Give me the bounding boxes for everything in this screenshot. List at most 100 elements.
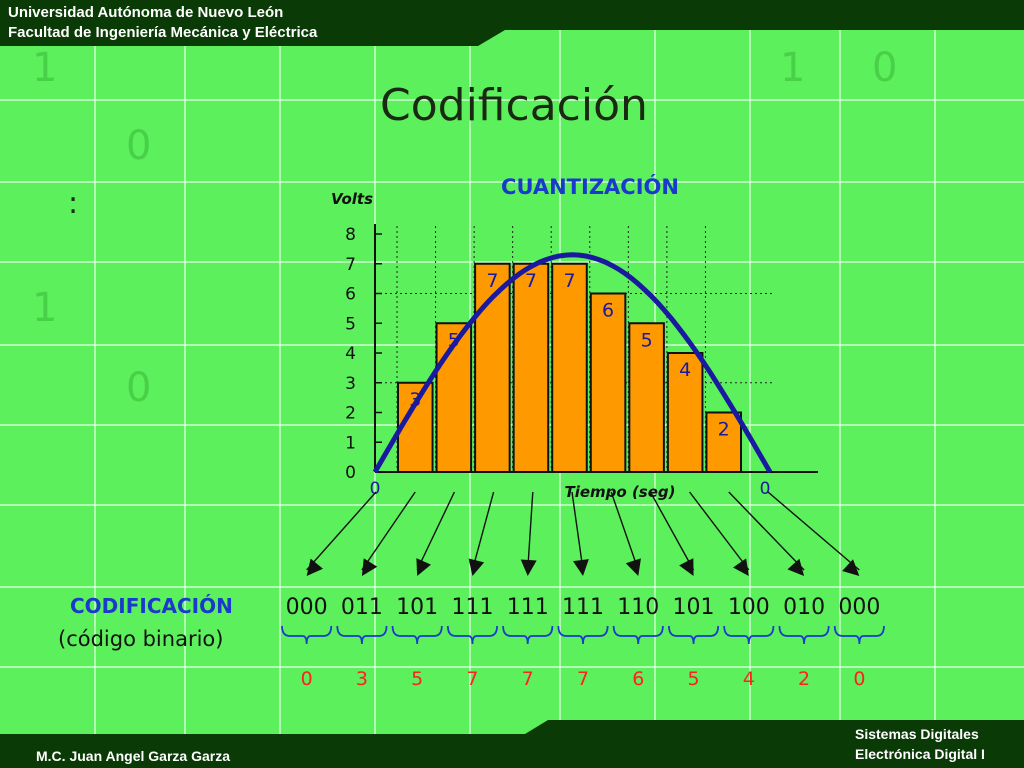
bar-label: 2: [718, 419, 730, 441]
encoding-title: CODIFICACIÓN: [70, 594, 233, 618]
code-brace: [778, 625, 830, 645]
decimal-value: 3: [356, 668, 368, 690]
sine-curve: [372, 252, 773, 474]
footer-band: [0, 720, 1024, 768]
y-axis-label: Volts: [331, 190, 373, 208]
code-brace: [668, 625, 720, 645]
bar-label: 3: [409, 389, 421, 411]
decimal-value: 0: [853, 668, 865, 690]
background-digit: 1: [32, 285, 58, 331]
binary-code: 101: [396, 595, 438, 620]
code-brace: [446, 625, 498, 645]
binary-code: 011: [341, 595, 383, 620]
sample-arrow: [361, 491, 416, 571]
y-tick-label: 0: [345, 463, 356, 483]
bar-label: 5: [641, 329, 653, 351]
code-brace: [336, 625, 388, 645]
binary-code: 000: [838, 595, 880, 620]
bar-label: 7: [525, 270, 537, 292]
sample-arrow: [649, 491, 695, 571]
sample-arrow: [306, 491, 377, 571]
sample-arrow: [471, 491, 495, 571]
x-axis-label: Tiempo (seg): [565, 483, 676, 501]
code-brace: [723, 625, 775, 645]
sample-arrow: [571, 491, 584, 571]
code-brace: [502, 625, 554, 645]
bar-label: 4: [679, 359, 691, 381]
binary-code: 110: [617, 595, 659, 620]
x-start-label: 0: [370, 479, 381, 499]
y-tick-label: 8: [345, 225, 356, 245]
decimal-value: 4: [743, 668, 755, 690]
arrow-head: [520, 559, 537, 576]
y-tick-label: 6: [345, 285, 356, 305]
y-tick-label: 7: [345, 255, 356, 275]
binary-code: 111: [507, 595, 549, 620]
bar: [628, 322, 665, 473]
binary-code: 111: [451, 595, 493, 620]
background-digit: 0: [126, 123, 152, 169]
header-university: Universidad Autónoma de Nuevo León: [8, 4, 284, 21]
y-tick-label: 3: [345, 374, 356, 394]
sample-arrow: [416, 491, 456, 571]
slide-title: Codificación: [380, 80, 648, 131]
arrow-head: [361, 558, 378, 576]
background-digit: 0: [872, 45, 898, 91]
decimal-value: 7: [466, 668, 478, 690]
binary-code: 000: [286, 595, 328, 620]
arrow-head: [416, 558, 431, 576]
y-tick-label: 4: [345, 344, 356, 364]
arrow-head: [787, 558, 805, 576]
x-end-label: 0: [760, 479, 771, 499]
footer-course-2: Electrónica Digital I: [855, 746, 985, 762]
arrow-head: [306, 558, 323, 576]
binary-code: 010: [783, 595, 825, 620]
bar: [512, 262, 550, 473]
arrow-head: [842, 559, 860, 576]
sample-arrow: [728, 491, 805, 571]
decimal-value: 2: [798, 668, 810, 690]
background-digit: 0: [126, 365, 152, 411]
bar-label: 6: [602, 300, 614, 322]
code-brace: [612, 625, 664, 645]
decimal-value: 0: [301, 668, 313, 690]
bar-label: 5: [448, 329, 460, 351]
arrow-head: [679, 558, 694, 576]
sample-arrow: [689, 491, 750, 571]
code-brace: [557, 625, 609, 645]
sample-arrow: [610, 491, 639, 571]
decimal-value: 6: [632, 668, 644, 690]
chart-title: CUANTIZACIÓN: [501, 174, 679, 199]
decimal-value: 7: [522, 668, 534, 690]
arrow-head: [625, 558, 641, 576]
sample-arrow: [767, 491, 860, 571]
decimal-value: 7: [577, 668, 589, 690]
bar: [589, 292, 627, 473]
arrow-head: [572, 559, 589, 576]
binary-code: 111: [562, 595, 604, 620]
bar-label: 7: [486, 270, 498, 292]
background-digit: 1: [32, 45, 58, 91]
code-brace: [281, 625, 333, 645]
arrow-head: [468, 558, 485, 576]
header-band: [0, 0, 1024, 46]
header-faculty: Facultad de Ingeniería Mecánica y Eléctr…: [8, 24, 318, 41]
code-brace: [391, 625, 443, 645]
y-tick-label: 1: [345, 433, 356, 453]
bar-label: 7: [563, 270, 575, 292]
bar: [551, 262, 588, 473]
encoding-subtitle: (código binario): [58, 627, 223, 651]
y-tick-label: 5: [345, 314, 356, 334]
bar: [666, 352, 704, 473]
sample-arrow: [527, 491, 534, 571]
code-brace: [833, 625, 885, 645]
footer-author: M.C. Juan Angel Garza Garza: [36, 748, 230, 764]
binary-code: 100: [728, 595, 770, 620]
decimal-value: 5: [411, 668, 423, 690]
background-digit: 1: [780, 45, 806, 91]
footer-course-1: Sistemas Digitales: [855, 726, 979, 742]
colon-mark: :: [68, 186, 79, 221]
y-tick-label: 2: [345, 404, 356, 424]
